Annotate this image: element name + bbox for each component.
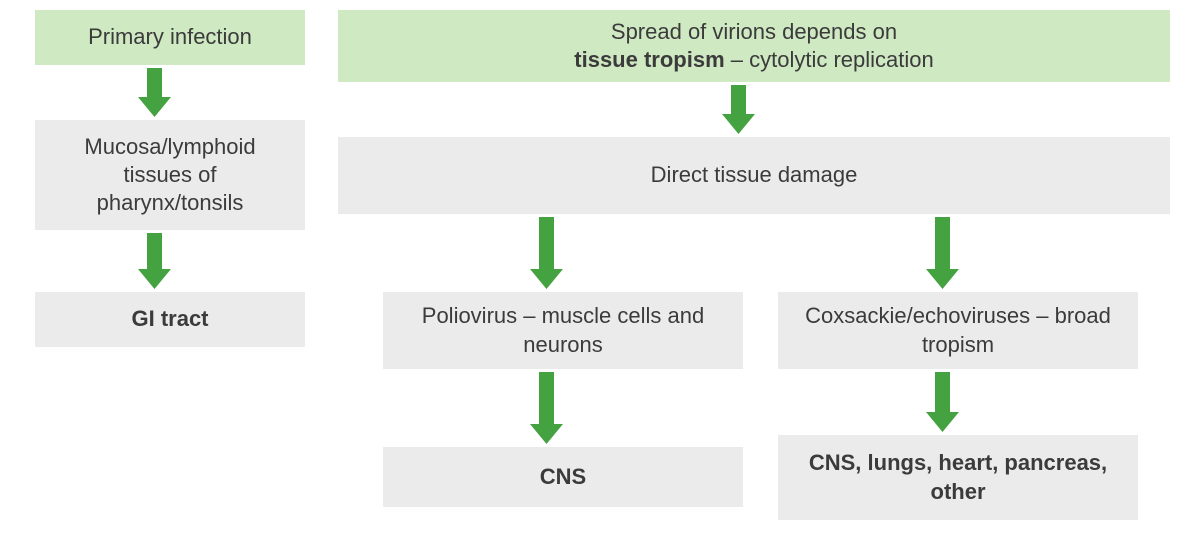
flowchart-arrow-mucosa-to-gi-tract	[138, 233, 171, 289]
flowchart-node-gi-tract: GI tract	[35, 292, 305, 347]
flowchart-node-spread-virions: Spread of virions depends ontissue tropi…	[338, 10, 1170, 82]
flowchart-node-primary-infection: Primary infection	[35, 10, 305, 65]
flowchart-arrow-primary-infection-to-mucosa	[138, 68, 171, 117]
flowchart-node-direct-damage: Direct tissue damage	[338, 137, 1170, 214]
flowchart-arrow-coxsackie-to-cns-lungs	[926, 372, 959, 432]
flowchart-node-mucosa: Mucosa/lymphoid tissues of pharynx/tonsi…	[35, 120, 305, 230]
flowchart-node-coxsackie: Coxsackie/echoviruses – broad tropism	[778, 292, 1138, 369]
flowchart-node-poliovirus: Poliovirus – muscle cells and neurons	[383, 292, 743, 369]
flowchart-arrow-direct-damage-to-coxsackie	[926, 217, 959, 289]
flowchart-node-cns-lungs: CNS, lungs, heart, pancreas, other	[778, 435, 1138, 520]
flowchart-arrow-poliovirus-to-cns	[530, 372, 563, 444]
flowchart-arrow-direct-damage-to-poliovirus	[530, 217, 563, 289]
flowchart-arrow-spread-virions-to-direct-damage	[722, 85, 755, 134]
flowchart-node-cns: CNS	[383, 447, 743, 507]
